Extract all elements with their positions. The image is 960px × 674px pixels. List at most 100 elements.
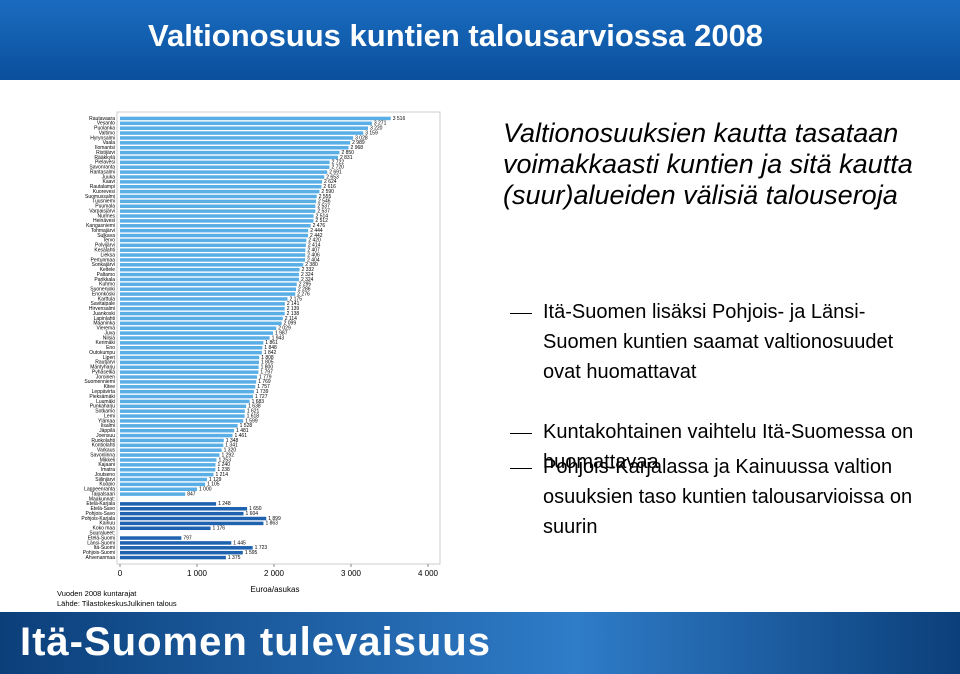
bar	[120, 180, 323, 184]
value-label: 1 214	[215, 472, 228, 478]
bar	[120, 467, 216, 472]
chart: 0 1 000 2 000 3 000 4 000 Euroa/asukas Vuoden …	[57, 111, 441, 608]
y-tick-label: Lappeenranta	[84, 487, 115, 493]
value-label: 1 757	[257, 384, 270, 390]
y-tick-label: Enonkoski	[92, 291, 115, 297]
y-tick-label: Maaninka	[93, 321, 115, 327]
bullet-dash	[510, 468, 532, 469]
bar	[120, 555, 226, 560]
bar	[120, 121, 372, 126]
value-label: 2 537	[317, 208, 330, 214]
value-label: 1 943	[272, 335, 285, 341]
value-label: 2 324	[301, 277, 314, 283]
value-label: 2 139	[287, 306, 300, 312]
value-label: 1 861	[265, 340, 278, 346]
y-tick-label: Vieremä	[96, 326, 115, 332]
plot-frame	[116, 111, 441, 565]
value-label: 2 406	[307, 252, 320, 258]
y-tick-label: Sulkava	[97, 233, 115, 239]
value-label: 2 616	[323, 184, 336, 190]
bar	[120, 428, 235, 433]
y-tick-label: Pohjois-Savo	[86, 511, 116, 517]
y-tick-label: Savonlinna	[90, 452, 115, 458]
value-label: 3 028	[355, 135, 368, 141]
value-label: 2 850	[341, 150, 354, 156]
value-label: 1 739	[256, 389, 269, 395]
value-label: 1 000	[199, 487, 212, 493]
y-tick-label: Rääkkylä	[94, 155, 115, 161]
value-label: 1 899	[268, 516, 281, 522]
y-tick-label: Joroinen	[96, 374, 115, 380]
y-tick-label: Joensuu	[96, 433, 115, 439]
y-tick-label: Juankoski	[93, 311, 115, 317]
y-tick-label: Kitee	[104, 384, 116, 390]
y-tick-label: Ahvenanmaa	[86, 555, 116, 561]
value-label: 2 590	[321, 189, 334, 195]
bar	[120, 199, 317, 204]
y-tick-label: Pielavesi	[95, 160, 115, 166]
value-label: 2 141	[287, 301, 300, 307]
y-tick-label: Rautavaara	[89, 116, 115, 122]
value-label: 1 842	[264, 350, 277, 356]
value-label: 3 516	[393, 116, 406, 122]
value-label: 1 808	[261, 355, 274, 361]
bar	[120, 521, 264, 526]
y-tick-label: Koko maa	[92, 526, 115, 532]
bar	[120, 389, 254, 394]
value-label: 1 683	[252, 399, 265, 405]
page-title: Valtionosuus kuntien talousarviossa 2008	[148, 18, 764, 53]
value-label: 1 769	[258, 379, 271, 385]
y-tick-label: Kesälahti	[94, 248, 115, 254]
bar	[120, 453, 220, 457]
y-tick-label: Pohjois-Karjala	[81, 516, 115, 522]
bar	[120, 472, 214, 477]
bar	[120, 443, 224, 448]
bar	[120, 145, 349, 150]
bar	[120, 350, 262, 355]
value-label: 1 595	[245, 550, 258, 556]
bar	[120, 492, 186, 496]
y-tick-label: Suuralueet:	[89, 530, 115, 536]
y-tick-label: Lieksa	[101, 252, 116, 258]
bar	[120, 116, 391, 121]
y-tick-label: Pyhäselkä	[92, 369, 115, 375]
bullet-dash	[510, 313, 532, 314]
y-tick-label: Taipalsaari	[91, 491, 115, 497]
value-label: 2 514	[316, 213, 329, 219]
bar	[120, 165, 330, 169]
y-tick-label: Outokumpu	[89, 350, 115, 356]
value-label: 1 129	[209, 477, 222, 483]
bar	[120, 209, 316, 213]
value-label: 1 621	[247, 409, 260, 415]
bar	[120, 399, 250, 404]
y-tick-label: Sotkamo	[95, 409, 115, 415]
y-tick-label: Varkaus	[97, 448, 115, 454]
value-label: 1 481	[236, 428, 249, 434]
y-tick-label: Punkaharju	[90, 404, 116, 410]
y-tick-label: Kuorevesi	[93, 189, 115, 195]
y-tick-label: Tuusniemi	[92, 199, 115, 205]
value-label: 3 220	[370, 126, 383, 132]
value-label: 2 324	[301, 272, 314, 278]
value-label: 1 253	[218, 457, 231, 463]
bullet-dash	[510, 433, 532, 434]
bar	[120, 282, 297, 287]
bullet-text: Kuntakohtainen vaihtelu Itä-Suomessa on …	[543, 421, 914, 473]
y-tick-label: Lemi	[104, 413, 115, 419]
value-label: 1 341	[225, 443, 238, 449]
bar	[120, 136, 354, 140]
value-label: 2 444	[310, 228, 323, 234]
panel-heading: Valtionosuuksien kautta tasataan voimakk…	[503, 118, 913, 210]
value-label: 2 029	[278, 326, 291, 332]
y-tick-label: Puolanka	[94, 126, 115, 132]
y-tick-label: Ilomantsi	[95, 145, 115, 151]
bar	[120, 326, 277, 330]
value-label: 2 653	[326, 174, 339, 180]
bar	[120, 243, 306, 248]
value-label: 2 286	[298, 287, 311, 293]
value-label: 1 604	[246, 511, 259, 517]
value-label: 2 722	[332, 160, 345, 166]
y-tick-label: Suomussalmi	[85, 194, 115, 200]
y-tick-label: Vaala	[103, 140, 116, 146]
x-tick-label: 0	[118, 569, 123, 578]
